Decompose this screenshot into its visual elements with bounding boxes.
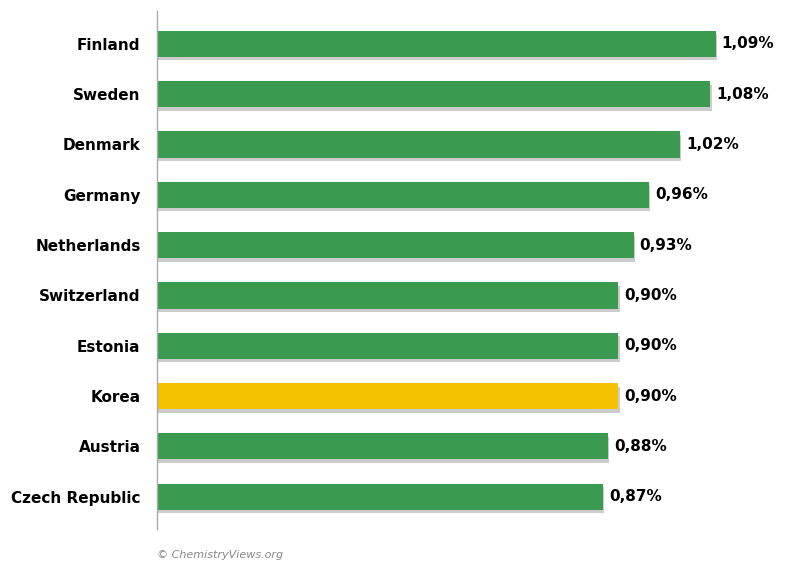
Bar xyxy=(156,286,619,312)
Text: 0,88%: 0,88% xyxy=(614,439,667,454)
Bar xyxy=(156,85,712,111)
Bar xyxy=(156,232,634,258)
Bar xyxy=(156,383,618,409)
Bar xyxy=(156,81,711,107)
Text: 1,09%: 1,09% xyxy=(722,37,774,51)
Text: © ChemistryViews.org: © ChemistryViews.org xyxy=(156,550,283,560)
Bar xyxy=(156,132,680,158)
Bar xyxy=(156,484,603,510)
Bar xyxy=(156,487,604,513)
Bar xyxy=(156,135,681,161)
Text: 0,90%: 0,90% xyxy=(624,288,677,303)
Text: 0,90%: 0,90% xyxy=(624,389,677,404)
Bar xyxy=(156,182,649,208)
Text: 1,02%: 1,02% xyxy=(686,137,739,152)
Text: 0,87%: 0,87% xyxy=(609,489,662,504)
Bar xyxy=(156,34,717,60)
Bar xyxy=(156,386,619,413)
Bar xyxy=(156,336,619,362)
Bar xyxy=(156,185,651,211)
Bar xyxy=(156,433,608,459)
Bar xyxy=(156,437,609,463)
Text: 0,90%: 0,90% xyxy=(624,338,677,353)
Bar xyxy=(156,333,618,359)
Text: 0,96%: 0,96% xyxy=(655,187,708,202)
Bar xyxy=(156,31,715,57)
Bar xyxy=(156,235,635,262)
Text: 0,93%: 0,93% xyxy=(640,238,692,253)
Bar xyxy=(156,282,618,309)
Text: 1,08%: 1,08% xyxy=(717,86,769,102)
